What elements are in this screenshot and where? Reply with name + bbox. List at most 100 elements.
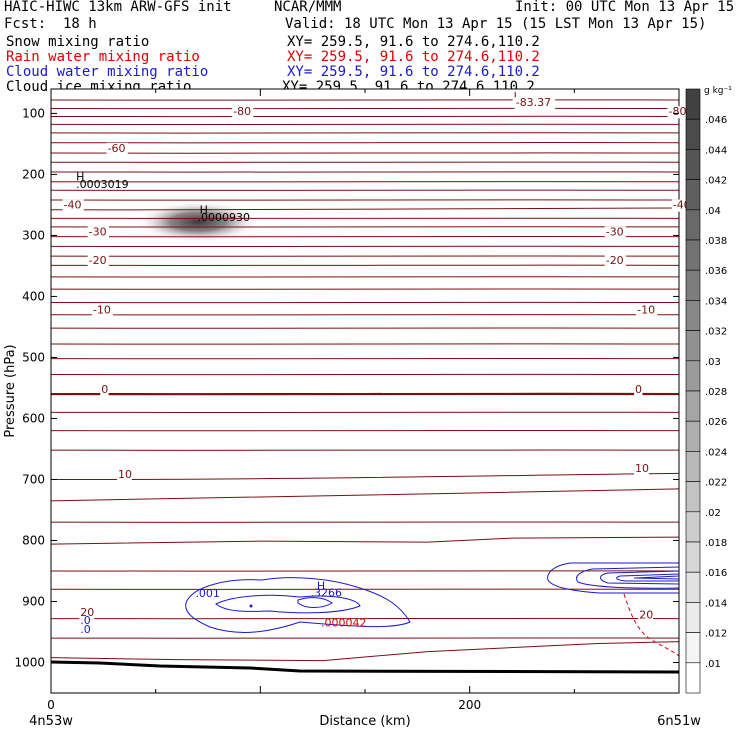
colorbar-swatch xyxy=(685,541,701,573)
cloud-water-contour-right-2 xyxy=(576,566,680,589)
annotation-mask xyxy=(87,255,109,268)
y-tick-label: 100 xyxy=(22,106,45,120)
terrain-surface xyxy=(50,660,680,674)
plot-area xyxy=(51,89,679,693)
colorbar-label: .03 xyxy=(705,357,721,368)
isotherm-line xyxy=(50,536,680,545)
cloud-water-contour-right-1 xyxy=(547,562,679,594)
field-xy-cloud-water: XY= 259.5, 91.6 to 274.6,110.2 xyxy=(287,64,540,80)
colorbar-label: .046 xyxy=(705,115,727,126)
colorbar-label: .032 xyxy=(705,327,727,338)
colorbar-swatch xyxy=(685,571,701,603)
contour-annotation: .0 xyxy=(80,623,91,636)
cloud-water-contour-right-5 xyxy=(633,575,680,580)
contour-annotation: -10 xyxy=(637,304,655,317)
contour-annotation: H xyxy=(200,203,208,216)
contour-annotation: -83.37 xyxy=(516,96,551,109)
y-tick-label: 900 xyxy=(22,594,45,608)
field-xy-snow: XY= 259.5, 91.6 to 274.6,110.2 xyxy=(287,34,540,50)
annotation-mask xyxy=(87,226,109,239)
x-tick-label: 0 xyxy=(47,698,55,712)
annotation-mask xyxy=(106,142,128,155)
colorbar-label: .026 xyxy=(705,417,727,428)
colorbar-swatch xyxy=(685,602,701,633)
x-tick-label: 200 xyxy=(458,698,481,712)
cloud-water-contour-outer xyxy=(185,577,411,633)
init-time: Init: 00 UTC Mon 13 Apr 15 xyxy=(515,0,735,15)
colorbar-units: g kg⁻¹ xyxy=(704,86,732,96)
annotation-mask xyxy=(634,383,643,396)
annotation-mask xyxy=(604,226,626,239)
contour-annotation: 20 xyxy=(639,609,653,622)
colorbar-swatch xyxy=(685,88,701,120)
annotation-mask xyxy=(634,463,649,476)
colorbar-label: .044 xyxy=(705,145,727,156)
rain-water-contours xyxy=(623,593,680,657)
contour-annotations: -80 -80-60-40 -40-30 -30-20 -20-10 -100 010 102… xyxy=(62,90,693,636)
annotation-mask xyxy=(667,106,689,119)
annotation-mask xyxy=(79,607,95,620)
contour-annotation: 20 xyxy=(80,606,94,619)
y-tick-label: 400 xyxy=(22,289,45,303)
contour-annotation: -30 xyxy=(606,225,624,238)
y-tick-label: 700 xyxy=(22,472,45,486)
y-tick-label: 300 xyxy=(22,228,45,242)
colorbar-label: .014 xyxy=(705,598,727,609)
contour-annotation: L xyxy=(514,90,521,103)
cloud-water-contour-right-4 xyxy=(616,573,680,582)
cloud-water-contour-mid xyxy=(215,594,361,614)
model-title: HAIC-HIWC 13km ARW-GFS init xyxy=(4,0,232,15)
colorbar-label: .04 xyxy=(705,206,721,217)
colorbar-label: .022 xyxy=(705,478,727,489)
cloud-water-contours xyxy=(185,562,680,633)
colorbar-label: .042 xyxy=(705,176,727,187)
contour-annotation: -20 xyxy=(89,254,107,267)
colorbar-swatch xyxy=(685,209,701,241)
colorbar-label: .024 xyxy=(705,447,727,458)
contour-annotation: .0 xyxy=(80,614,91,627)
colorbar-swatch xyxy=(685,481,701,513)
y-tick-label: 200 xyxy=(22,167,45,181)
annotation-mask xyxy=(604,255,626,268)
colorbar-label: .018 xyxy=(705,538,727,549)
x-endpoint-left: 4n53w xyxy=(29,714,73,729)
annotation-mask xyxy=(62,199,84,212)
annotation-mask xyxy=(100,383,109,396)
snow-mixing-shading xyxy=(136,201,260,243)
rain-water-contour-dashed xyxy=(623,593,680,657)
annotation-mask xyxy=(638,609,654,622)
field-name-snow: Snow mixing ratio xyxy=(6,34,150,50)
isotherm-line xyxy=(50,488,680,502)
annotation-mask xyxy=(232,106,254,119)
contour-annotation: .0000930 xyxy=(198,211,251,224)
colorbar-label: .01 xyxy=(705,659,721,670)
colorbar-label: .028 xyxy=(705,387,727,398)
colorbar-swatch xyxy=(685,269,701,301)
x-axis-label: Distance (km) xyxy=(319,714,410,729)
colorbar-label: .016 xyxy=(705,568,727,579)
contour-annotation: .001 xyxy=(195,587,220,600)
contour-annotation: 0 xyxy=(101,383,108,396)
isotherm-line xyxy=(50,207,680,211)
contour-annotation: .000042 xyxy=(321,616,367,629)
cloud-water-contour-right-3 xyxy=(600,570,680,585)
forecast-value: 18 h xyxy=(63,16,97,32)
y-tick-label: 600 xyxy=(22,411,45,425)
contour-annotation: -20 xyxy=(606,254,624,267)
annotation-mask xyxy=(116,469,132,482)
colorbar-swatch xyxy=(685,300,701,331)
contour-annotation: -10 xyxy=(93,304,111,317)
cloud-water-center-dot xyxy=(249,604,253,608)
colorbar-label: .012 xyxy=(705,629,727,640)
x-endpoint-right: 6n51w xyxy=(657,714,701,729)
colorbar-swatch xyxy=(685,662,701,694)
colorbar: .046 .044 .042 .04 .038 .036 .034 .032 .03 .028 .0… xyxy=(685,86,732,694)
contour-annotation: -80 xyxy=(233,105,251,118)
contour-annotation: 10 xyxy=(118,468,132,481)
colorbar-swatch xyxy=(685,330,701,362)
valid-time: Valid: 18 UTC Mon 13 Apr 15 (15 LST Mon … xyxy=(285,16,707,32)
cloud-water-contour-inner xyxy=(297,597,333,608)
contour-annotation: .0003019 xyxy=(76,178,128,191)
